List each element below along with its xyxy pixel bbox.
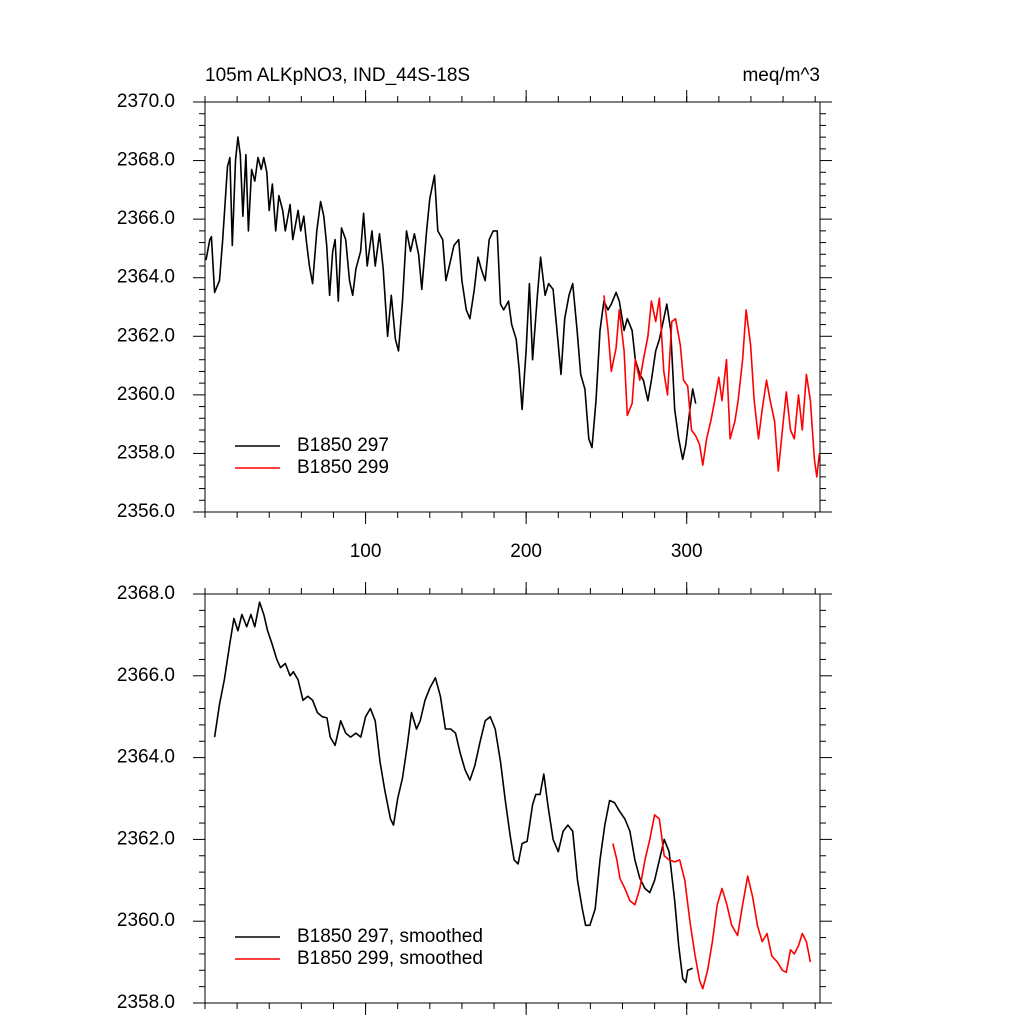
y-tick-label: 2358.0 — [117, 442, 175, 463]
legend-label: B1850 297 — [297, 435, 389, 456]
plot-frame — [204, 593, 821, 1004]
x-tick-label: 300 — [671, 541, 703, 562]
y-tick-label: 2366.0 — [117, 665, 175, 686]
y-tick-label: 2360.0 — [117, 910, 175, 931]
y-tick-label: 2362.0 — [117, 325, 175, 346]
legend-label: B1850 297, smoothed — [297, 926, 483, 947]
y-tick-label: 2364.0 — [117, 267, 175, 288]
y-tick-label: 2356.0 — [117, 501, 175, 522]
y-tick-label: 2368.0 — [117, 583, 175, 604]
y-tick-label: 2358.0 — [117, 992, 175, 1013]
series-line — [205, 136, 697, 461]
y-tick-label: 2360.0 — [117, 384, 175, 405]
units-label: meq/m^3 — [742, 65, 820, 86]
series-line — [213, 601, 694, 984]
y-tick-label: 2370.0 — [117, 91, 175, 112]
y-tick-label: 2364.0 — [117, 747, 175, 768]
legend-label: B1850 299, smoothed — [297, 948, 483, 969]
y-tick-label: 2362.0 — [117, 828, 175, 849]
plot-frame — [204, 101, 821, 513]
x-tick-label: 200 — [510, 541, 542, 562]
chart-title: 105m ALKpNO3, IND_44S-18S — [205, 65, 470, 86]
series-line — [612, 814, 812, 990]
series-line — [603, 295, 821, 478]
y-tick-label: 2366.0 — [117, 208, 175, 229]
legend-label: B1850 299 — [297, 457, 389, 478]
x-tick-label: 100 — [350, 541, 382, 562]
y-tick-label: 2368.0 — [117, 150, 175, 171]
